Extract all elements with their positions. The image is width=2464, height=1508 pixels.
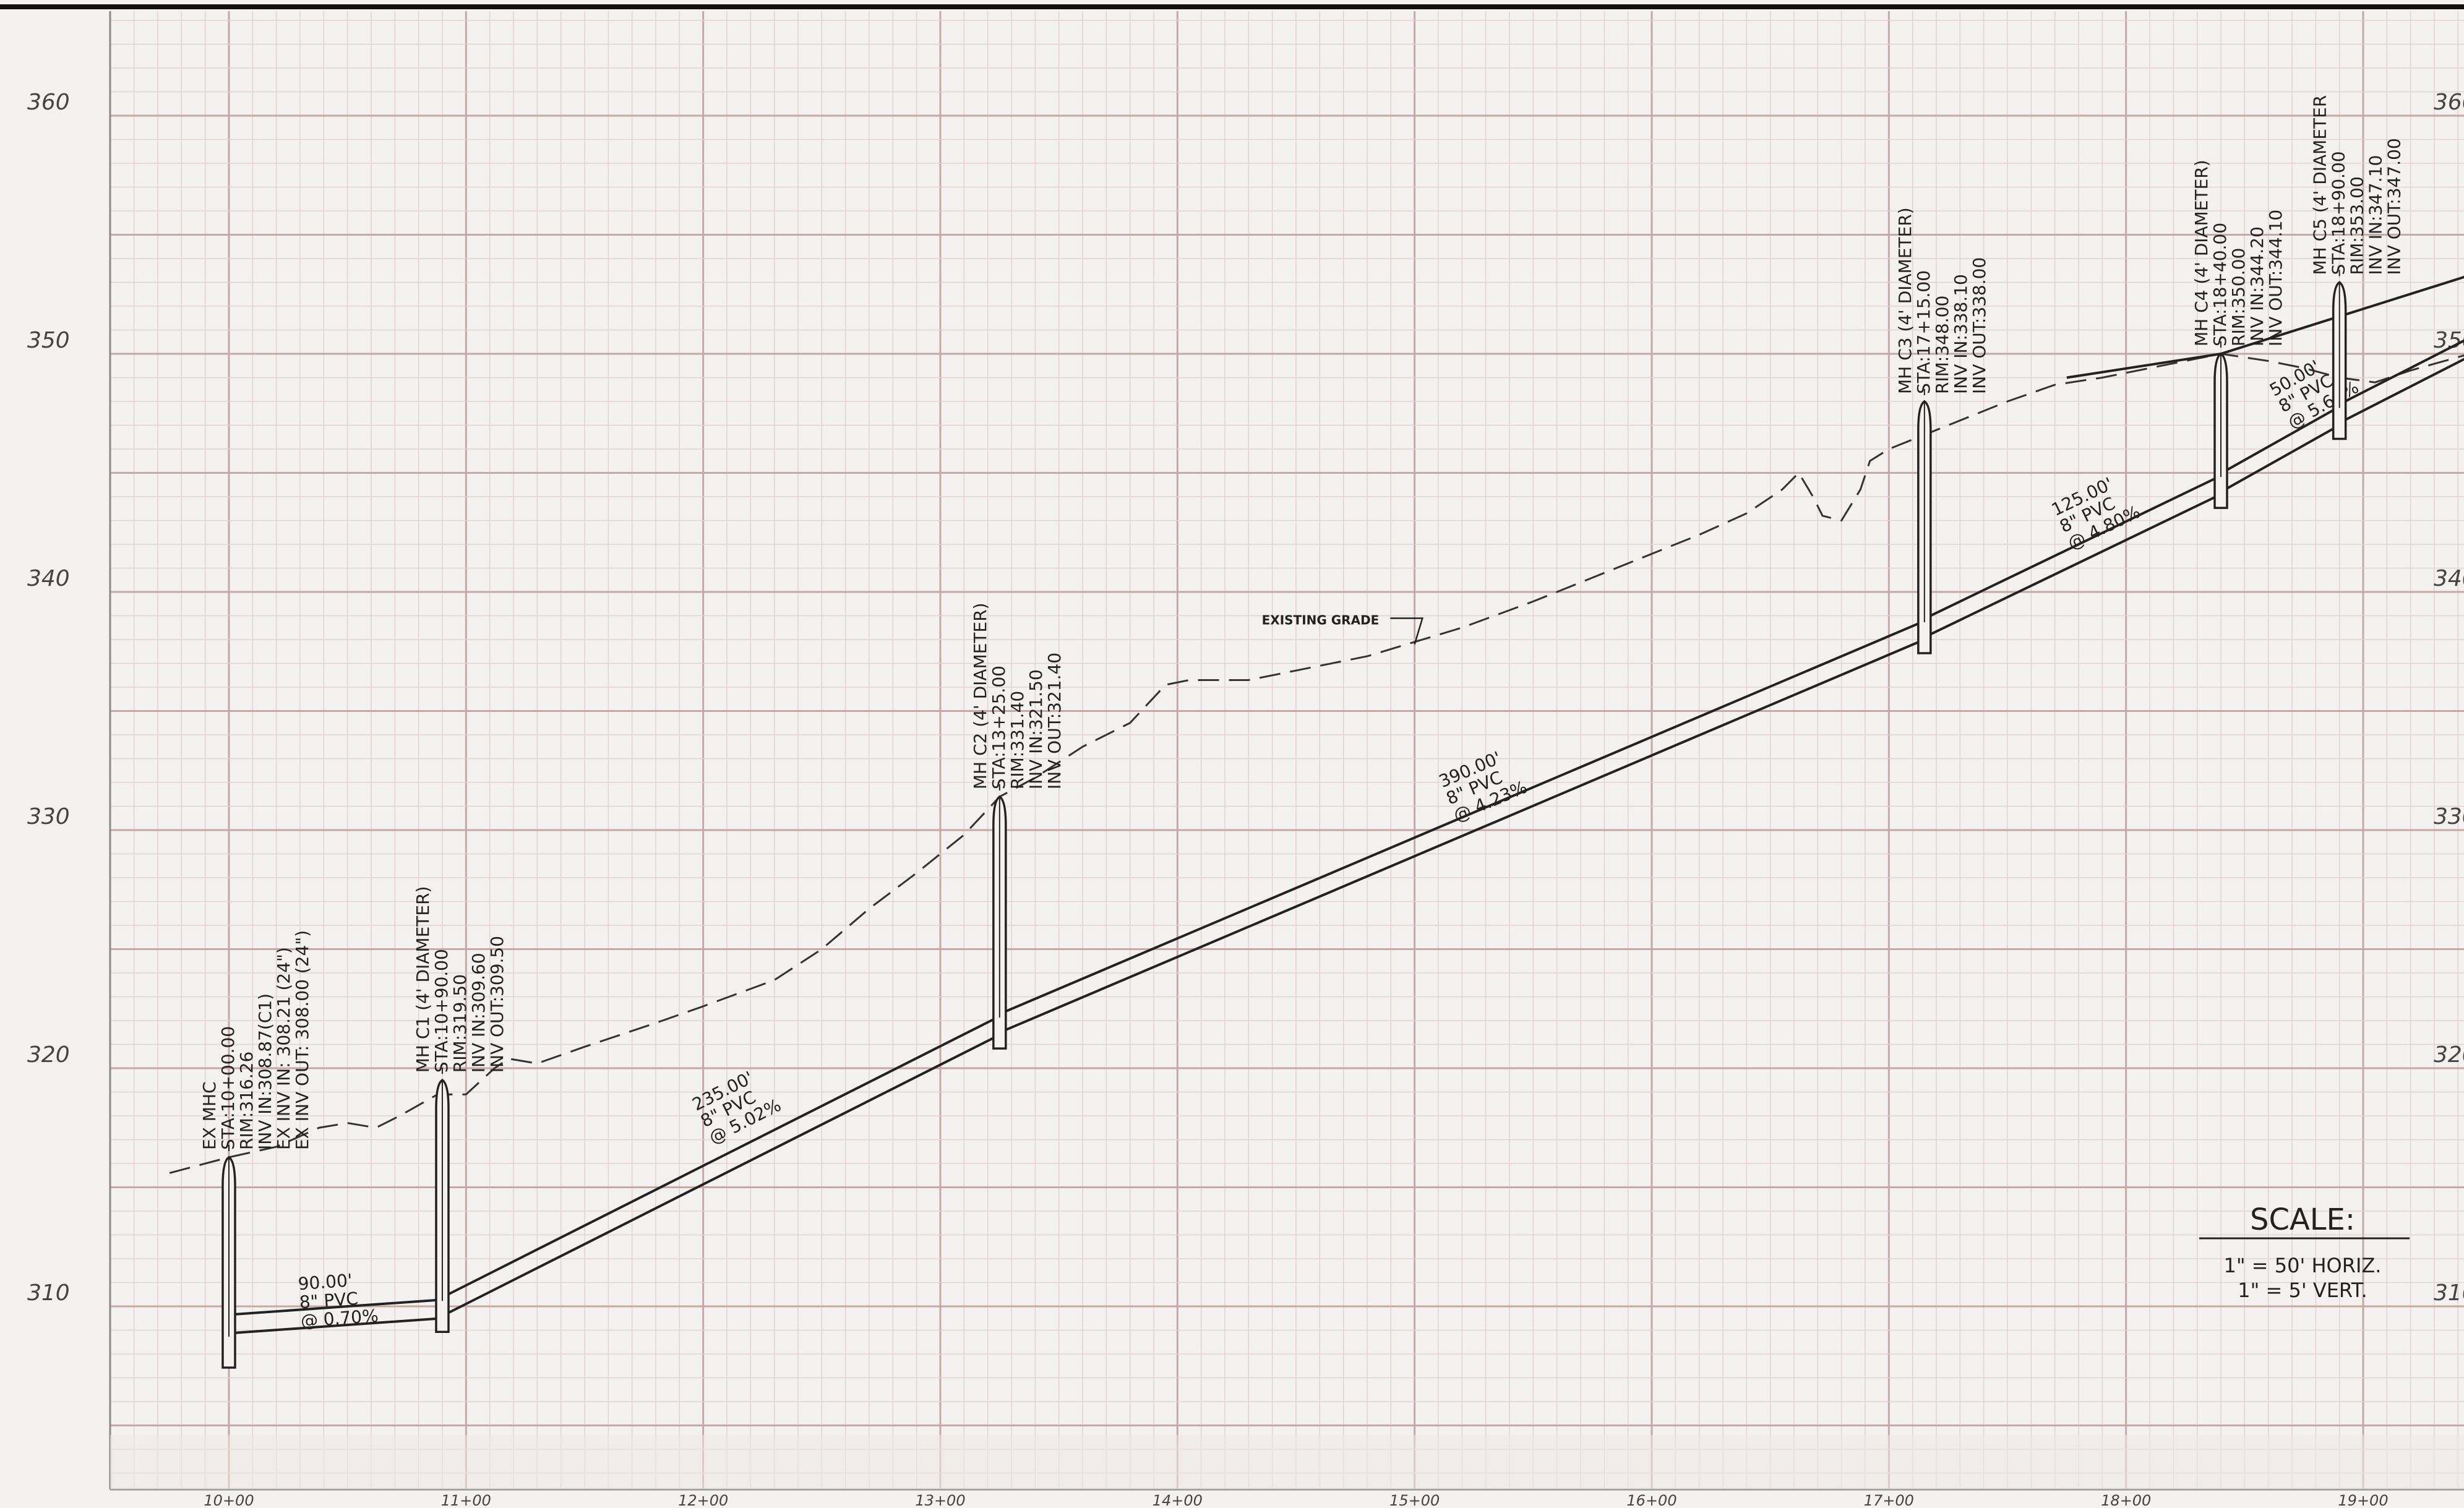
manhole-callout-line: INV OUT:338.00 xyxy=(1969,257,1990,394)
grid-paper xyxy=(109,11,2464,1491)
elevation-label-right: 340 xyxy=(2434,566,2464,591)
manhole-callout-line: INV OUT:309.50 xyxy=(487,936,507,1073)
scale-title: SCALE: xyxy=(2250,1202,2355,1237)
pipe-invert-line xyxy=(228,1317,443,1335)
station-label: 10+00 xyxy=(204,1492,254,1508)
manhole-callout-line: RIM:316.26 xyxy=(236,1052,257,1150)
manhole-callout-line: STA:10+90.00 xyxy=(431,949,452,1073)
elevation-label: 330 xyxy=(27,804,70,829)
manhole-callout-line: INV IN:338.10 xyxy=(1951,274,1971,394)
station-band xyxy=(110,1435,2464,1489)
pipe-crown-line xyxy=(442,1015,1000,1299)
elevation-label: 310 xyxy=(27,1280,70,1306)
station-label: 13+00 xyxy=(915,1492,965,1508)
pipe-crown-line xyxy=(2338,339,2464,406)
scale-horizontal: 1" = 50' HORIZ. xyxy=(2224,1254,2382,1277)
manhole-callout-line: EX INV OUT: 308.00 (24") xyxy=(292,930,312,1150)
pipe-crown-line xyxy=(999,620,1925,1016)
elevation-label-right: 320 xyxy=(2434,1042,2464,1068)
pipe-profiles: 90.00'8" PVC@ 0.70%235.00'8" PVC@ 5.02%3… xyxy=(228,339,2464,1335)
manhole-callout-line: STA:18+40.00 xyxy=(2210,223,2230,346)
manhole-callout-line: RIM:353.00 xyxy=(2347,176,2367,275)
station-label: 14+00 xyxy=(1153,1492,1203,1508)
manhole-profiles xyxy=(221,281,2347,1369)
elevation-label-right: 310 xyxy=(2434,1280,2464,1306)
manhole-callout-line: RIM:348.00 xyxy=(1932,296,1952,394)
manhole-callout-line: STA:17+15.00 xyxy=(1913,270,1934,394)
manhole-callout-line: STA:18+90.00 xyxy=(2329,151,2349,275)
station-label: 12+00 xyxy=(678,1492,728,1508)
scale-block: SCALE: 1" = 50' HORIZ. 1" = 5' VERT. xyxy=(2199,1202,2410,1302)
manhole-callout-line: INV OUT:344.10 xyxy=(2265,210,2286,346)
manhole-callout-line: INV IN:344.20 xyxy=(2247,226,2267,346)
manhole-callout-line: RIM:350.00 xyxy=(2228,248,2249,346)
pipe-crown-line xyxy=(2220,405,2340,475)
manhole-callout-line: INV IN:309.60 xyxy=(468,953,489,1073)
manhole-callout-line: MH C4 (4' DIAMETER) xyxy=(2191,160,2212,346)
station-label: 11+00 xyxy=(441,1492,491,1508)
manhole-callout-line: INV IN:308.87(C1) xyxy=(255,993,275,1150)
manhole-callout-line: MH C2 (4' DIAMETER) xyxy=(970,602,990,789)
pipe-crown-line xyxy=(1923,474,2221,620)
manhole-callout-line: INV IN:321.50 xyxy=(1026,669,1046,789)
station-label: 19+00 xyxy=(2338,1492,2388,1508)
pipe-invert-line xyxy=(1923,493,2221,638)
station-label: 17+00 xyxy=(1864,1492,1914,1508)
pipe-label-group: 90.00'8" PVC@ 0.70% xyxy=(298,1270,379,1331)
elevation-label: 320 xyxy=(27,1042,70,1068)
manhole-callout-line: INV OUT:347.00 xyxy=(2384,138,2405,275)
pipe-invert-line xyxy=(442,1034,1000,1317)
manhole-callout-line: EX INV IN: 308.21 (24") xyxy=(273,947,294,1150)
station-label: 18+00 xyxy=(2101,1492,2151,1508)
pipe-label-group: 125.00'8" PVC@ 4.80% xyxy=(2048,473,2144,554)
manhole-callout-line: RIM:331.40 xyxy=(1007,691,1028,789)
existing-grade-label: EXISTING GRADE xyxy=(1262,613,1380,628)
pipe-length: 90.00' xyxy=(298,1270,353,1294)
pipe-invert-line xyxy=(2220,424,2340,494)
pipe-invert-line xyxy=(2338,358,2464,424)
manhole-callout-line: MH C5 (4' DIAMETER xyxy=(2310,95,2330,275)
elevation-axis-labels: 310310320320330330340340350350360360 xyxy=(27,90,2464,1306)
elevation-label: 350 xyxy=(27,328,70,353)
station-label: 15+00 xyxy=(1389,1492,1440,1508)
station-label: 16+00 xyxy=(1626,1492,1676,1508)
manhole-callout-line: MH C3 (4' DIAMETER) xyxy=(1895,207,1915,394)
existing-grade-leader xyxy=(1390,617,1424,645)
manhole-callout-line: INV IN:347.10 xyxy=(2366,155,2386,275)
elevation-label: 360 xyxy=(27,90,70,115)
manhole-callout-line: MH C1 (4' DIAMETER) xyxy=(413,886,433,1073)
manhole-callout-line: INV OUT:321.40 xyxy=(1044,653,1065,789)
elevation-label: 340 xyxy=(27,566,70,591)
manhole-callout-line: STA:13+25.00 xyxy=(989,666,1009,789)
manhole-callout-line: EX MHC xyxy=(199,1081,220,1150)
scale-vertical: 1" = 5' VERT. xyxy=(2238,1279,2367,1302)
elevation-label-right: 330 xyxy=(2434,804,2464,829)
pipe-material: 8" PVC xyxy=(299,1288,359,1313)
station-axis-labels: 10+00 11+00 12+00 13+00 14+00 15+00 16+00 17+00… xyxy=(204,1492,2388,1508)
existing-grade-line xyxy=(169,353,2464,1174)
manhole-callout-line: STA:10+00.00 xyxy=(218,1026,238,1150)
pipe-crown-line xyxy=(228,1298,443,1316)
pipe-invert-line xyxy=(999,638,1925,1034)
elevation-label-right: 360 xyxy=(2434,90,2464,115)
manhole-callout-line: RIM:319.50 xyxy=(450,974,470,1073)
